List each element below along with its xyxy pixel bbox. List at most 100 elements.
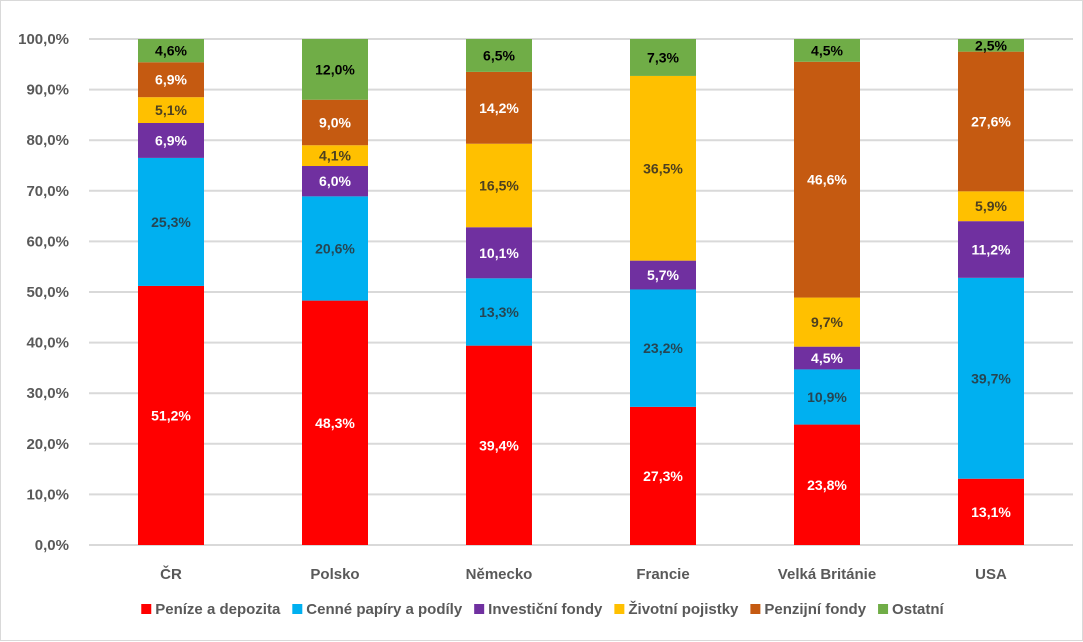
data-label: 14,2% bbox=[479, 100, 519, 116]
data-label: 10,9% bbox=[807, 389, 847, 405]
legend-swatch bbox=[614, 604, 625, 614]
data-label: 6,0% bbox=[319, 173, 351, 189]
legend-label: Ostatní bbox=[892, 601, 945, 618]
legend: Peníze a depozita Cenné papíry a podíly In… bbox=[141, 600, 945, 618]
data-label: 20,6% bbox=[315, 240, 355, 256]
data-label: 10,1% bbox=[479, 245, 519, 261]
legend-label: Penzijní fondy bbox=[764, 601, 866, 618]
data-label: 6,9% bbox=[155, 132, 187, 148]
legend-item: Ostatní bbox=[878, 601, 945, 618]
bar-segment bbox=[466, 345, 532, 545]
bar-segment bbox=[794, 61, 860, 298]
data-label: 9,7% bbox=[811, 314, 843, 330]
bar-segment bbox=[138, 285, 204, 545]
data-label: 6,9% bbox=[155, 72, 187, 88]
bar-segment bbox=[302, 196, 368, 301]
bar-segment bbox=[466, 227, 532, 279]
data-label: 23,8% bbox=[807, 477, 847, 493]
legend-item: Cenné papíry a podíly bbox=[292, 601, 463, 618]
legend-swatch bbox=[292, 604, 303, 614]
x-tick-label: Polsko bbox=[310, 566, 359, 583]
bar-segment bbox=[466, 71, 532, 144]
data-label: 23,2% bbox=[643, 340, 683, 356]
bar-segment bbox=[958, 39, 1024, 52]
y-tick-label: 90,0% bbox=[26, 82, 69, 99]
data-label: 5,7% bbox=[647, 267, 679, 283]
bar-segment bbox=[630, 406, 696, 545]
bar-segment bbox=[958, 221, 1024, 278]
y-axis: 0,0% 10,0% 20,0% 30,0% 40,0% 50,0% 60,0% 70,0% 8… bbox=[18, 31, 69, 554]
y-tick-label: 20,0% bbox=[26, 436, 69, 453]
legend-swatch bbox=[750, 604, 761, 614]
y-tick-label: 80,0% bbox=[26, 132, 69, 149]
x-tick-label: ČR bbox=[160, 565, 182, 583]
legend-label: Investiční fondy bbox=[488, 601, 603, 618]
bar-segment bbox=[958, 478, 1024, 545]
data-label: 13,3% bbox=[479, 304, 519, 320]
y-tick-label: 70,0% bbox=[26, 183, 69, 200]
bar-segment bbox=[302, 166, 368, 197]
legend-label: Cenné papíry a podíly bbox=[306, 601, 463, 618]
bar-segment bbox=[794, 346, 860, 370]
data-label: 39,4% bbox=[479, 437, 519, 453]
x-tick-label: USA bbox=[975, 566, 1007, 583]
bars: 51,2% 25,3% 6,9% 5,1% 6,9% 4,6% 48,3% 20,6% 6,0%… bbox=[138, 37, 1024, 545]
data-label: 27,6% bbox=[971, 113, 1011, 129]
y-tick-label: 0,0% bbox=[35, 537, 69, 554]
gridlines bbox=[89, 38, 1073, 546]
data-label: 4,6% bbox=[155, 43, 187, 59]
y-tick-label: 30,0% bbox=[26, 385, 69, 402]
y-tick-label: 50,0% bbox=[26, 284, 69, 301]
x-tick-label: Německo bbox=[466, 566, 533, 583]
data-label: 5,1% bbox=[155, 102, 187, 118]
legend-item: Peníze a depozita bbox=[141, 601, 281, 618]
bar-segment bbox=[794, 369, 860, 425]
data-label: 9,0% bbox=[319, 114, 351, 130]
legend-label: Peníze a depozita bbox=[155, 601, 281, 618]
bar-segment bbox=[794, 39, 860, 62]
data-label: 2,5% bbox=[975, 37, 1007, 53]
legend-swatch bbox=[474, 604, 485, 614]
bar-segment bbox=[958, 191, 1024, 222]
bar-segment bbox=[138, 62, 204, 98]
data-label: 51,2% bbox=[151, 407, 191, 423]
bar-segment bbox=[138, 39, 204, 63]
data-label: 48,3% bbox=[315, 415, 355, 431]
bar-segment bbox=[302, 39, 368, 100]
bar-segment bbox=[138, 157, 204, 286]
bar-segment bbox=[958, 51, 1024, 192]
legend-swatch bbox=[141, 604, 152, 614]
bar-segment bbox=[794, 297, 860, 347]
x-tick-label: Francie bbox=[636, 566, 689, 583]
data-label: 12,0% bbox=[315, 61, 355, 77]
bar-segment bbox=[958, 277, 1024, 479]
bar-segment bbox=[630, 39, 696, 76]
y-tick-label: 40,0% bbox=[26, 335, 69, 352]
bar-segment bbox=[302, 145, 368, 167]
x-tick-label: Velká Británie bbox=[778, 566, 876, 583]
legend-label: Životní pojistky bbox=[628, 600, 739, 618]
data-label: 11,2% bbox=[972, 241, 1011, 257]
bar-segment bbox=[794, 424, 860, 545]
legend-swatch bbox=[878, 604, 889, 614]
legend-item: Životní pojistky bbox=[614, 600, 739, 618]
data-label: 4,5% bbox=[811, 42, 843, 58]
bar-segment bbox=[466, 278, 532, 346]
data-label: 13,1% bbox=[971, 504, 1011, 520]
bar-segment bbox=[630, 75, 696, 261]
data-label: 16,5% bbox=[479, 177, 519, 193]
y-tick-label: 10,0% bbox=[26, 486, 69, 503]
data-label: 7,3% bbox=[647, 49, 679, 65]
bar-segment bbox=[630, 289, 696, 407]
bar-segment bbox=[466, 39, 532, 72]
bar-segment bbox=[138, 97, 204, 123]
bar-segment bbox=[138, 122, 204, 158]
data-label: 6,5% bbox=[483, 47, 515, 63]
y-tick-label: 100,0% bbox=[18, 31, 69, 48]
data-label: 25,3% bbox=[151, 214, 191, 230]
bar-segment bbox=[302, 99, 368, 146]
data-label: 4,5% bbox=[811, 350, 843, 366]
bar-segment bbox=[302, 300, 368, 545]
